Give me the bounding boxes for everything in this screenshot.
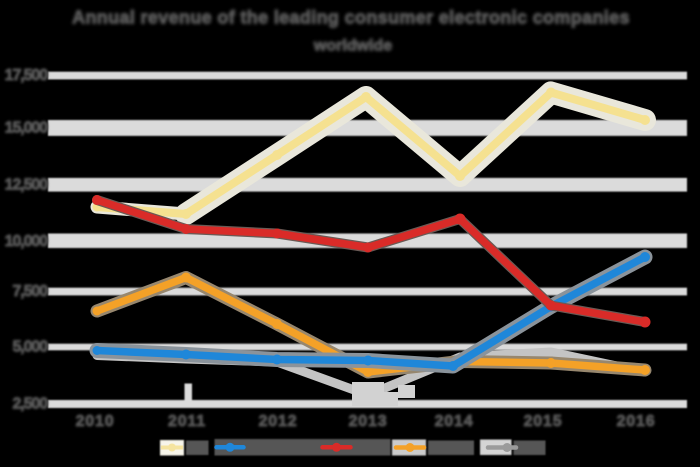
svg-text:Annual revenue of the leading: Annual revenue of the leading consumer e… — [72, 8, 630, 28]
svg-text:2013: 2013 — [349, 413, 388, 430]
svg-text:2012: 2012 — [259, 413, 298, 430]
svg-text:2011: 2011 — [168, 413, 206, 430]
svg-text:2014: 2014 — [435, 413, 474, 430]
svg-text:17,500: 17,500 — [5, 67, 49, 84]
svg-text:worldwide: worldwide — [313, 38, 392, 55]
svg-text:15,000: 15,000 — [5, 120, 49, 137]
svg-text:5,000: 5,000 — [12, 339, 48, 356]
svg-text:12,500: 12,500 — [5, 176, 49, 193]
svg-text:10,000: 10,000 — [5, 233, 49, 250]
svg-text:2016: 2016 — [617, 413, 656, 430]
svg-text:7,500: 7,500 — [12, 283, 48, 300]
svg-text:2,500: 2,500 — [12, 396, 48, 413]
svg-text:2010: 2010 — [76, 413, 115, 430]
svg-text:2015: 2015 — [524, 413, 563, 430]
